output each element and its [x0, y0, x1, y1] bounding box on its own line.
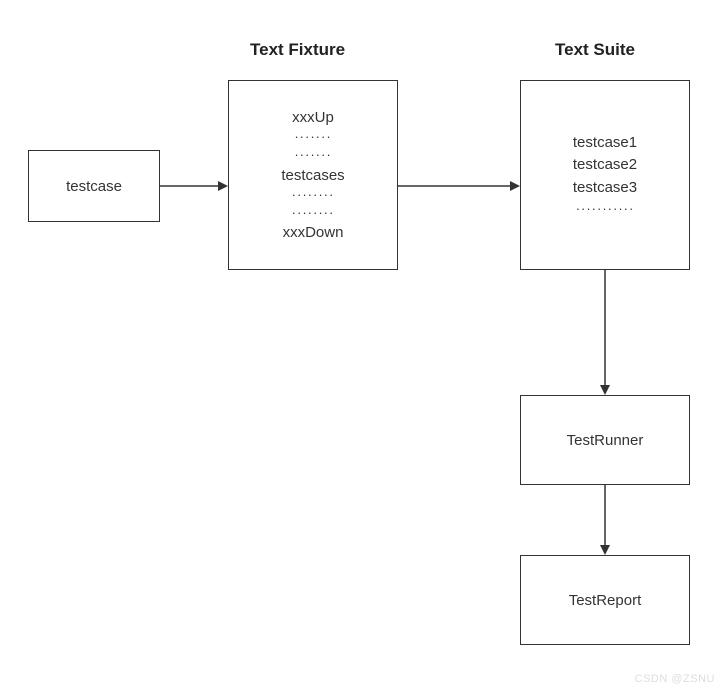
edge-suite-runner: [599, 270, 611, 395]
fixture-line-2: ·······: [294, 146, 331, 164]
fixture-line-1: ·······: [294, 128, 331, 146]
node-testcase: testcase: [28, 150, 160, 222]
suite-line-0: testcase1: [573, 132, 637, 155]
edge-fixture-suite: [398, 180, 520, 192]
node-testcase-label: testcase: [66, 178, 122, 195]
report-label: TestReport: [569, 592, 642, 609]
fixture-line-6: xxxDown: [283, 222, 344, 243]
runner-label: TestRunner: [567, 432, 644, 449]
node-suite: testcase1 testcase2 testcase3 ··········…: [520, 80, 690, 270]
fixture-line-0: xxxUp: [292, 107, 334, 128]
edge-runner-report: [599, 485, 611, 555]
fixture-title: Text Fixture: [250, 40, 345, 60]
fixture-line-5: ········: [292, 204, 335, 222]
node-report: TestReport: [520, 555, 690, 645]
edge-testcase-fixture: [160, 180, 228, 192]
watermark: CSDN @ZSNU: [635, 673, 715, 685]
suite-line-1: testcase2: [573, 154, 637, 177]
fixture-line-4: ········: [292, 186, 335, 204]
suite-title: Text Suite: [555, 40, 635, 60]
node-runner: TestRunner: [520, 395, 690, 485]
fixture-line-3: testcases: [281, 165, 344, 186]
node-fixture: xxxUp ······· ······· testcases ········…: [228, 80, 398, 270]
suite-line-3: ···········: [576, 199, 635, 219]
suite-line-2: testcase3: [573, 177, 637, 200]
